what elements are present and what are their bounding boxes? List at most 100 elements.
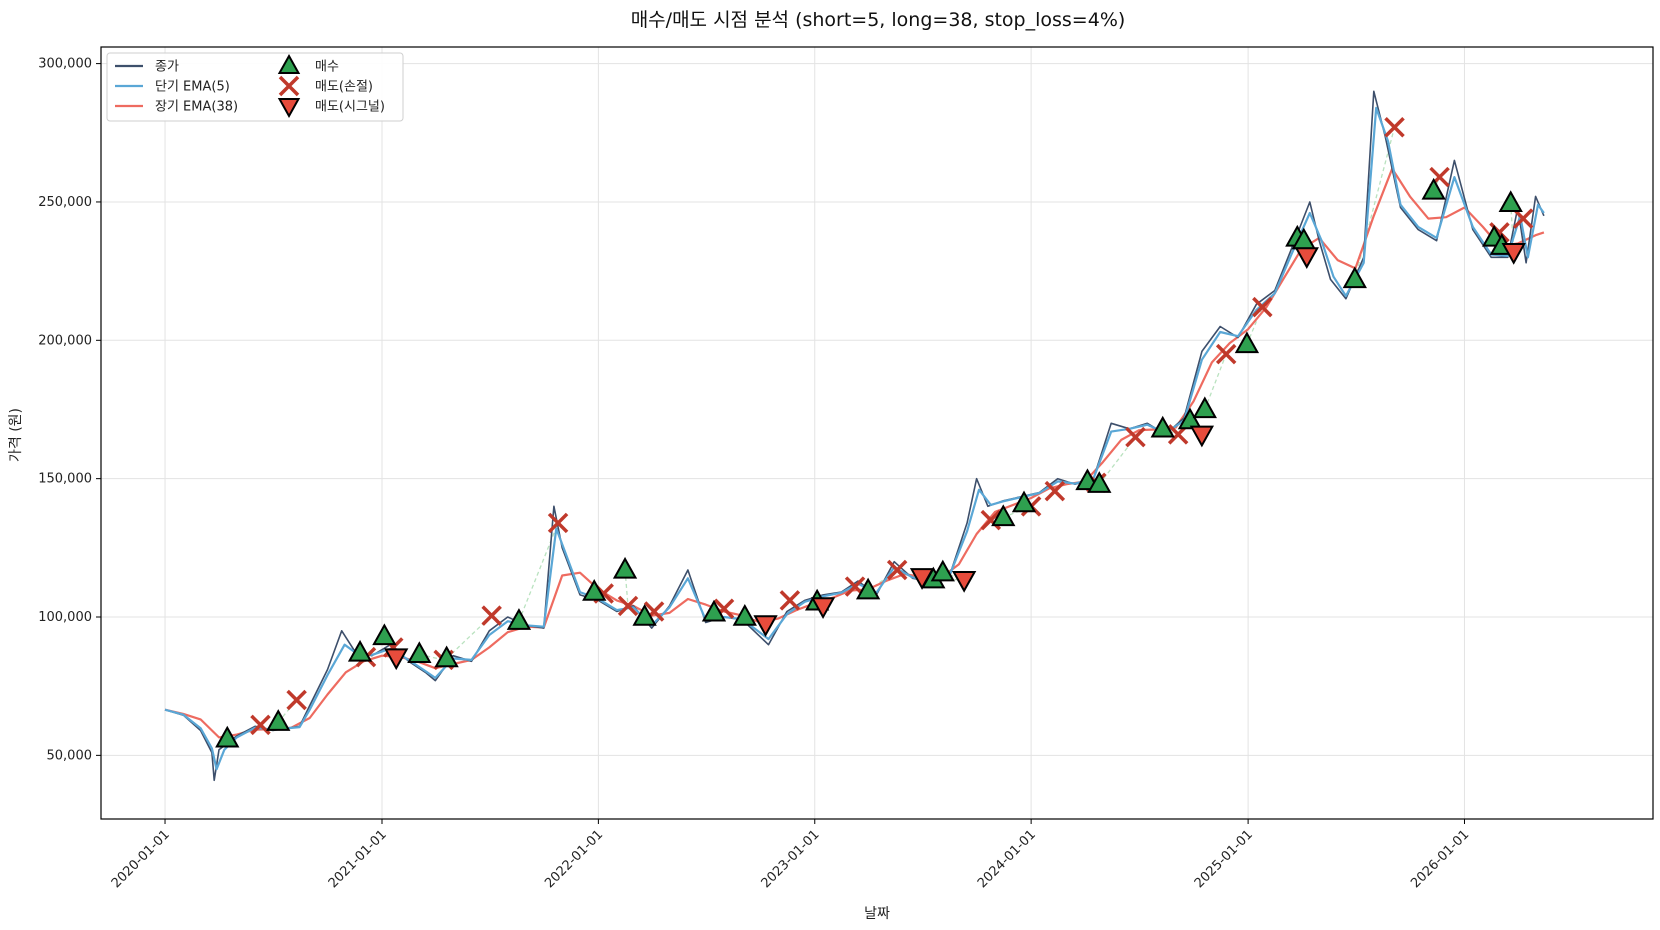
buy-marker [215,725,240,748]
y-tick-label: 250,000 [38,195,92,210]
buy-marker [991,504,1016,527]
x-tick-label: 2024-01-01 [975,827,1039,891]
sell-signal-marker [1294,247,1319,269]
buy-marker [930,559,955,582]
sell-signal-marker [1189,425,1215,448]
y-tick-label: 300,000 [38,57,92,72]
stop-loss-stroke [886,559,908,581]
buy-marker [1342,266,1367,289]
legend-label: 종가 [155,60,179,75]
sell-signal-marker [384,648,409,671]
plot-area [164,90,1545,782]
sell-stop-marker [1512,208,1534,229]
legend-label: 단기 EMA(5) [155,80,230,95]
trade-markers [215,117,1534,748]
legend-label: 장기 EMA(38) [155,100,238,115]
trade-link [518,522,559,622]
legend-swatch [277,53,301,74]
legend-label: 매도(손절) [315,80,373,95]
buy-marker [582,579,607,601]
legend-swatch [277,98,301,119]
legend-item: 단기 EMA(5) [115,80,230,95]
sell-stop-marker [1252,296,1273,318]
trade-link [1354,127,1396,280]
legend-item: 매도(시그널) [277,98,385,119]
axes: 50,000 100,000 150,000 200,000 250,000 300,00… [38,57,1472,892]
buy-marker [1421,177,1446,200]
legend-box [106,52,404,122]
x-tick-label: 2026-01-01 [1408,827,1472,891]
y-tick-label: 100,000 [38,610,92,625]
sell-signal-marker [810,597,836,619]
stop-loss-stroke [250,714,271,736]
buy-marker [372,623,397,646]
sell-stop-marker [286,689,307,711]
stop-loss-stroke [547,512,569,534]
buy-marker [1234,331,1260,354]
sell-stop-marker [250,714,271,736]
legend-item: 장기 EMA(38) [115,100,238,115]
sell-stop-marker [886,559,908,581]
stop-loss-stroke [481,605,502,626]
trade-link [1204,353,1227,410]
x-axis-title: 날짜 [864,906,890,922]
chart-title: 매수/매도 시점 분석 (short=5, long=38, stop_loss… [631,9,1126,31]
stop-loss-stroke [1252,296,1273,318]
plot-frame [100,46,1654,820]
stop-loss-stroke [1512,208,1534,229]
y-axis-title: 가격 (원) [8,408,24,462]
close-line [164,90,1545,782]
x-tick-label: 2020-01-01 [109,827,173,891]
sell-signal-marker [753,615,778,637]
grid [101,47,1653,819]
legend-label: 매도(시그널) [315,100,385,115]
sell-stop-marker [980,509,1002,531]
x-tick-label: 2023-01-01 [759,827,823,891]
y-tick-label: 200,000 [38,333,92,348]
sell-stop-marker [779,590,801,611]
buy-marker [1498,190,1523,213]
buy-marker [1087,471,1112,493]
buy-marker [506,608,532,630]
stop-loss-stroke [617,595,639,617]
buy-marker [266,709,291,731]
stop-loss-stroke [1125,426,1146,448]
ema-short-line [164,106,1545,771]
buy-marker [1177,407,1203,430]
buy-marker [612,556,638,579]
stop-loss-stroke [278,75,300,97]
sell-stop-marker [617,595,639,617]
stop-loss-stroke [980,509,1002,531]
buy-marker [732,603,757,626]
x-tick-label: 2025-01-01 [1192,827,1256,891]
buy-marker [1192,396,1217,419]
sell-signal-marker [1501,243,1526,265]
sell-stop-marker [1384,117,1405,138]
buy-marker [1011,490,1037,513]
sell-signal-marker [909,568,935,590]
legend-swatch [278,75,300,97]
legend-label: 매수 [315,60,339,75]
sell-stop-marker [1125,426,1146,448]
y-tick-label: 150,000 [38,472,92,487]
buy-marker [347,639,373,662]
buy-marker [1150,415,1175,438]
buy-marker [632,603,657,626]
trade-link [624,569,629,606]
sell-stop-marker [1044,480,1066,502]
buy-marker [407,641,432,664]
y-tick-label: 50,000 [47,748,93,763]
legend-item: 매수 [277,53,339,75]
sell-stop-marker [1215,343,1237,365]
legend-item: 매도(손절) [278,75,373,97]
sell-stop-marker [547,512,569,534]
buy-marker [701,599,727,622]
stop-loss-stroke [844,576,866,597]
stop-loss-stroke [1384,117,1405,138]
stop-loss-stroke [1044,480,1066,502]
stop-loss-stroke [779,590,801,611]
x-tick-label: 2022-01-01 [542,827,606,891]
stop-loss-stroke [1215,343,1237,365]
